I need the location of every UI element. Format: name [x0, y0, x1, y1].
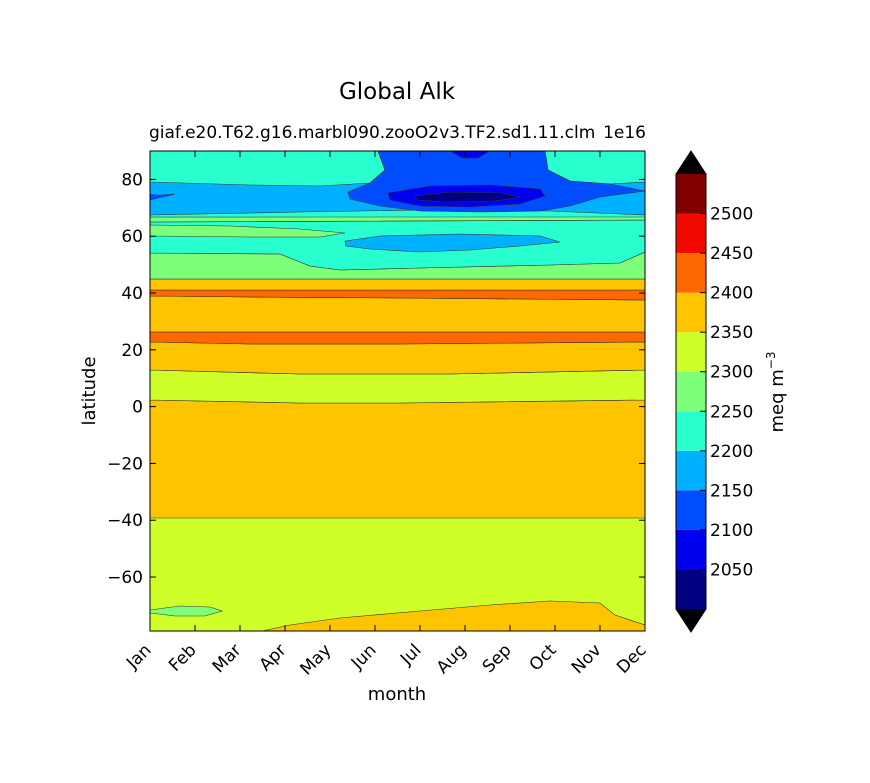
colorbar-tick-label: 2100 — [710, 521, 753, 541]
x-tick-label: Nov — [568, 640, 606, 678]
y-tick-label: 60 — [121, 227, 143, 247]
y-tick-label: 0 — [132, 398, 143, 418]
colorbar-outline — [675, 150, 707, 633]
colorbar-segment — [676, 411, 706, 451]
colorbar-segment — [676, 332, 706, 372]
colorbar-segment — [676, 292, 706, 333]
band-2250-polar-front — [150, 215, 645, 223]
band-2000-arctic-core — [414, 191, 521, 203]
blob-2250-west — [150, 224, 346, 238]
y-tick-label: −20 — [107, 454, 143, 474]
chart-subtitle-left: giaf.e20.T62.g16.marbl090.zooO2v3.TF2.sd… — [149, 123, 595, 143]
colorbar-segment — [676, 569, 706, 609]
y-axis: 80 60 40 20 0 −20 −40 −60 — [107, 170, 645, 588]
x-tick-label: Aug — [433, 640, 471, 678]
x-tick-label: Oct — [526, 640, 561, 675]
colorbar-over-arrow — [676, 151, 706, 174]
x-tick-label: Dec — [613, 640, 650, 677]
band-2350-north-subtropics — [150, 341, 645, 375]
colorbar-label: meq m−3 — [764, 352, 788, 433]
band-2350-north-mid — [150, 295, 645, 333]
x-tick-label: Mar — [209, 640, 246, 677]
colorbar-tick-label: 2500 — [710, 205, 753, 225]
colorbar-tick-label: 2200 — [710, 442, 753, 462]
band-2350-north-high — [150, 278, 645, 291]
blob-2150-left-edge — [150, 194, 170, 199]
band-2200-arctic-west — [150, 151, 386, 187]
colorbar-tick-label: 2150 — [710, 481, 753, 501]
y-tick-label: −40 — [107, 511, 143, 531]
x-tick-label: Sep — [479, 640, 516, 677]
x-axis-label: month — [368, 684, 426, 705]
x-tick-label: Jul — [396, 640, 425, 669]
colorbar-segment — [676, 213, 706, 254]
y-tick-label: 80 — [121, 170, 143, 190]
blob-2150-mid-north — [344, 233, 561, 253]
x-tick-label: May — [297, 640, 336, 679]
y-tick-label: 40 — [121, 284, 143, 304]
colorbar-segment — [676, 450, 706, 491]
colorbar-segment — [676, 529, 706, 570]
x-tick-label: Jan — [122, 640, 155, 673]
band-2300-tropics — [150, 369, 645, 404]
band-2350-equatorial — [150, 399, 645, 519]
chart-subtitle-right: 1e16 — [603, 123, 646, 143]
y-axis-label: latitude — [79, 356, 100, 425]
plot-frame — [149, 150, 646, 632]
chart-title: Global Alk — [339, 79, 456, 105]
colorbar-segment — [676, 253, 706, 293]
colorbar-tick-label: 2250 — [710, 402, 753, 422]
y-tick-label: 20 — [121, 341, 143, 361]
colorbar-tick-label: 2300 — [710, 363, 753, 383]
band-2400-north — [150, 331, 645, 345]
colorbar-label-exponent: −3 — [764, 352, 778, 370]
colorbar-tick-label: 2050 — [710, 560, 753, 580]
band-2350-south-corner — [261, 600, 645, 631]
colorbar-segment — [676, 174, 706, 214]
colorbar-segment — [676, 371, 706, 412]
colorbar-under-arrow — [676, 609, 706, 632]
band-2200-arctic-low — [150, 209, 645, 218]
band-2050-arctic — [387, 151, 546, 208]
colorbar: 2050 2100 2150 2200 2250 2300 2350 2400 2450 2500 — [675, 150, 753, 633]
colorbar-segment — [676, 490, 706, 530]
blob-2250-south — [150, 605, 224, 617]
plot-area — [150, 151, 645, 631]
x-tick-label: Apr — [256, 640, 291, 675]
y-tick-label: −60 — [107, 568, 143, 588]
colorbar-tick-label: 2450 — [710, 244, 753, 264]
colorbar-tick-label: 2350 — [710, 323, 753, 343]
x-tick-label: Jun — [347, 640, 381, 674]
x-tick-label: Feb — [165, 640, 200, 675]
colorbar-tick-label: 2400 — [710, 284, 753, 304]
